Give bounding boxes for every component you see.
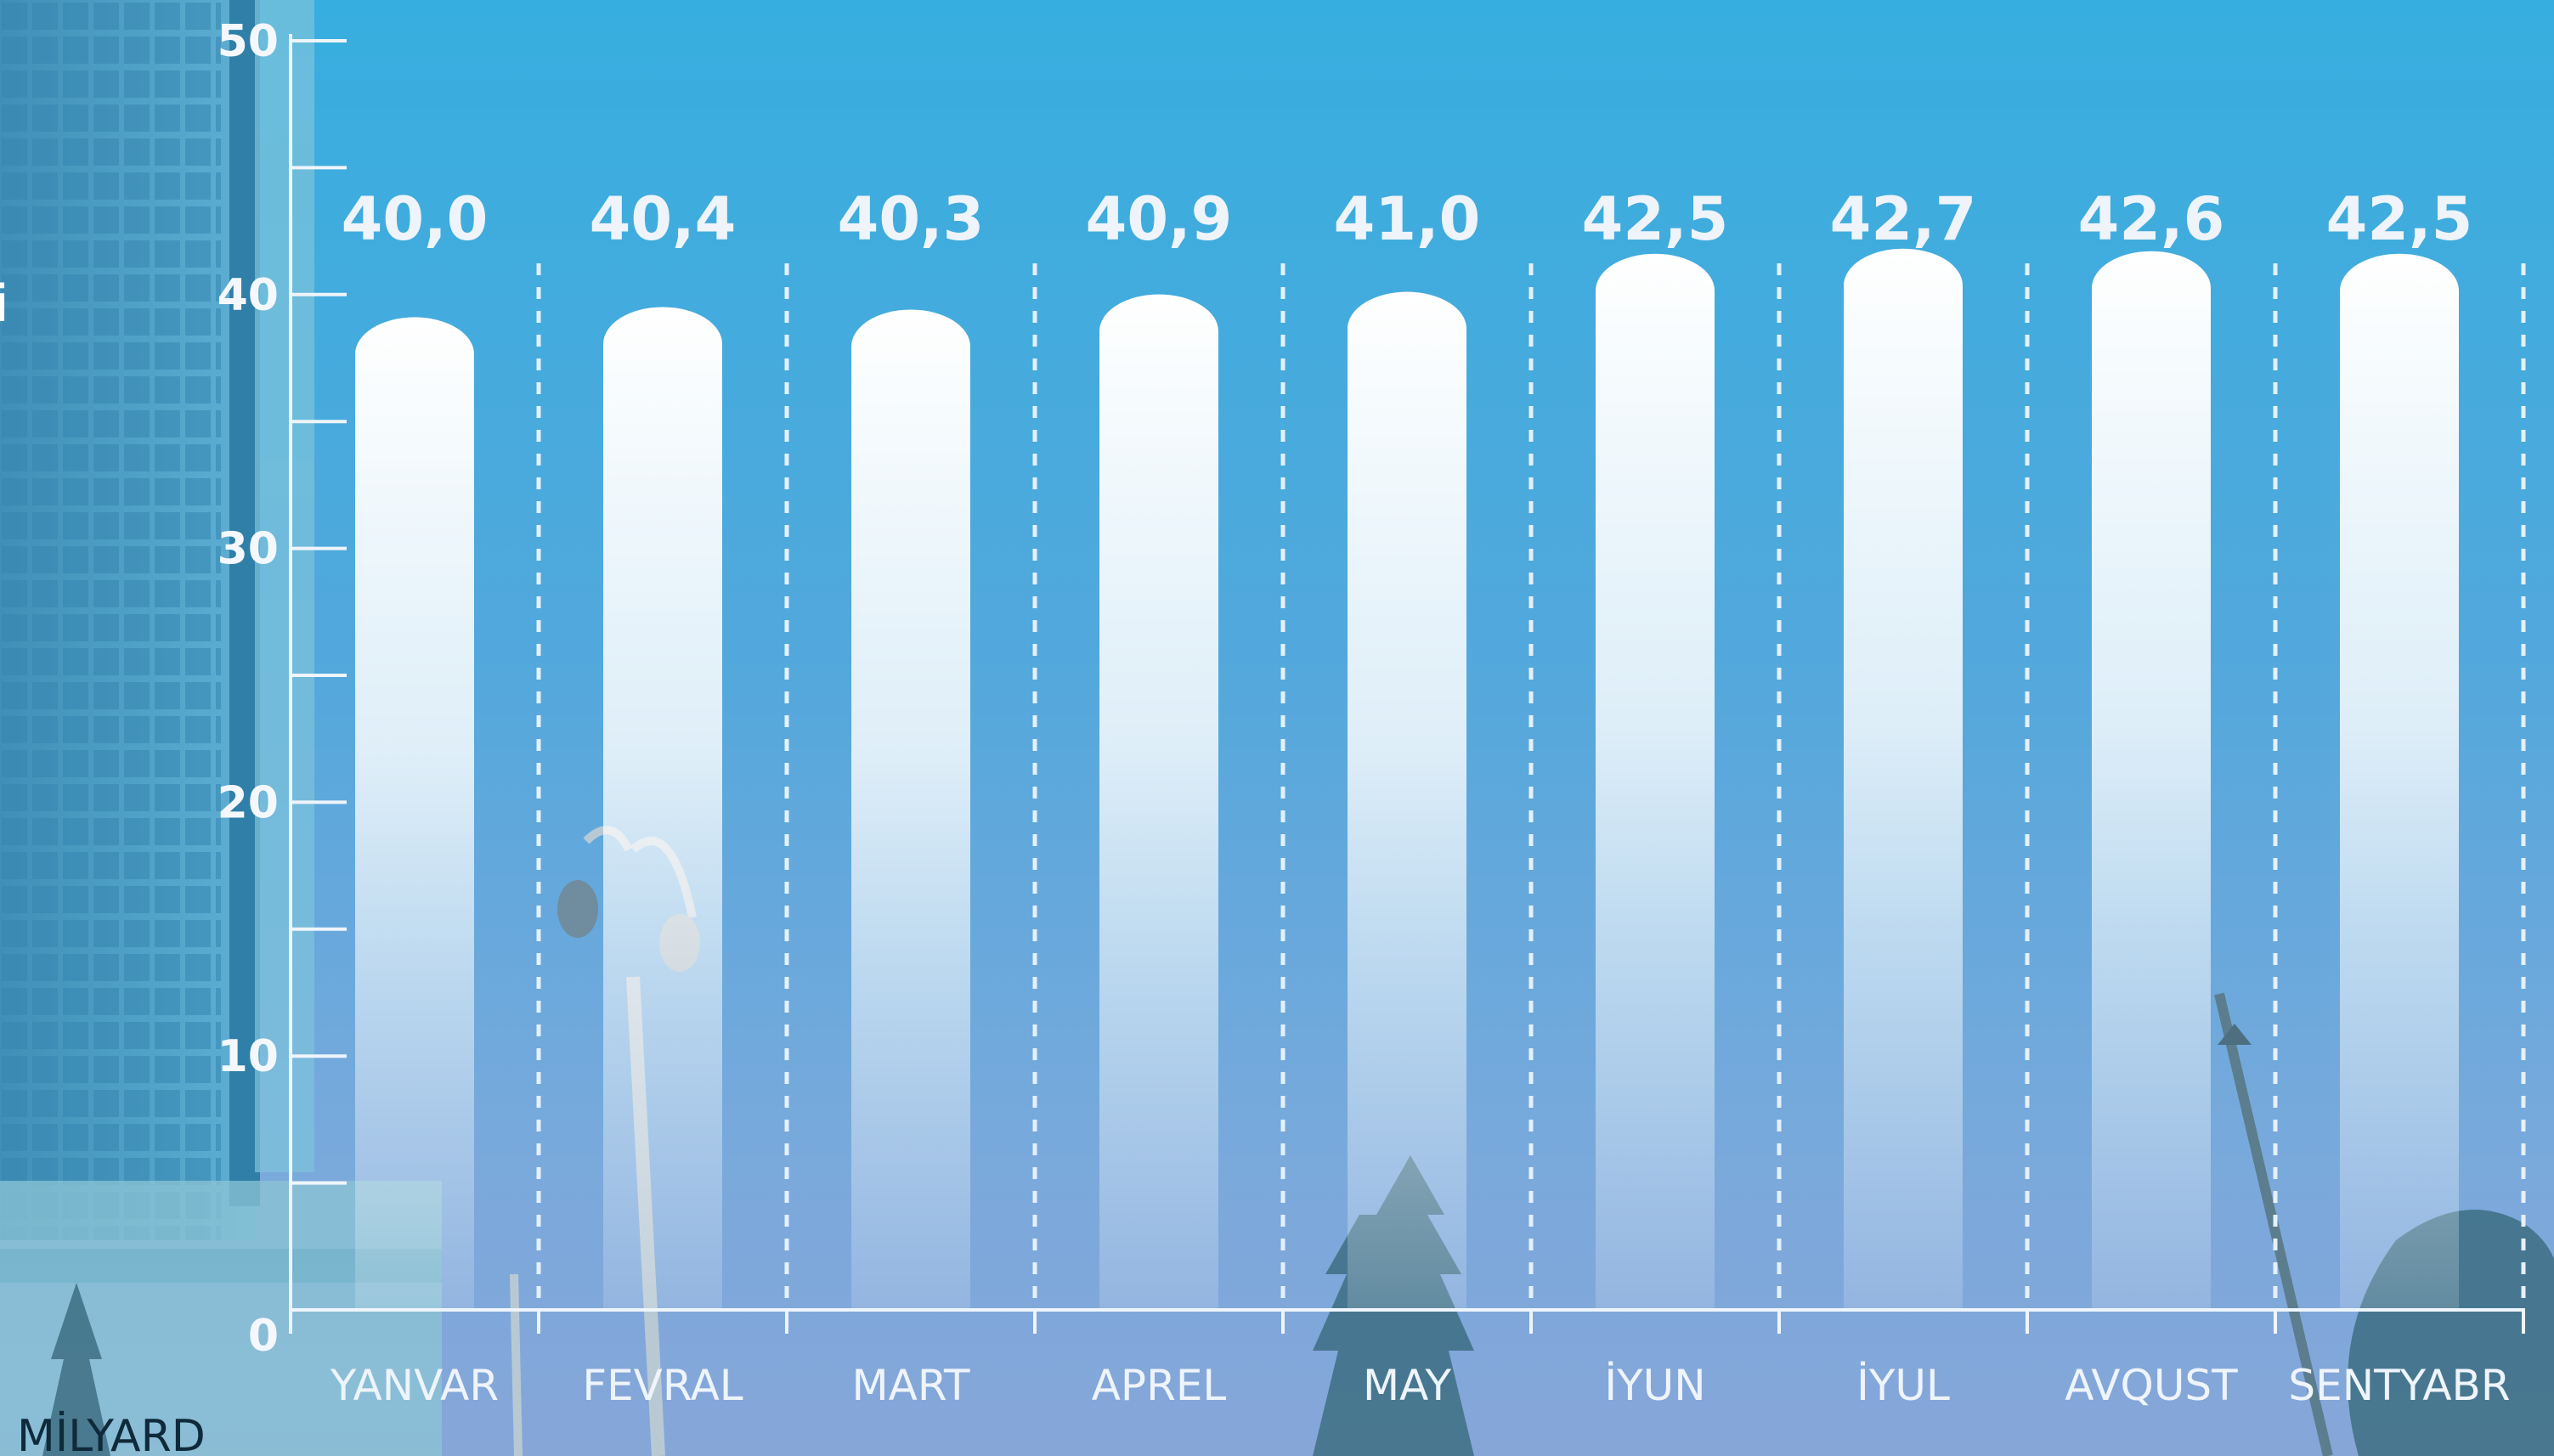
category-label-1: FEVRAL <box>582 1361 743 1410</box>
data-label-5: 42,5 <box>1582 184 1729 254</box>
category-label-5: İYUN <box>1604 1361 1705 1410</box>
category-label-4: MAY <box>1363 1361 1451 1410</box>
category-label-0: YANVAR <box>330 1361 499 1410</box>
grid-lines <box>536 263 2526 1310</box>
bars <box>355 248 2459 1311</box>
data-label-4: 41,0 <box>1334 184 1481 254</box>
data-label-6: 42,7 <box>1830 184 1977 254</box>
y-tick-label-30: 30 <box>218 524 279 575</box>
unit-label: MİLYARD <box>17 1410 206 1456</box>
y-tick-label-10: 10 <box>218 1031 279 1082</box>
bar-fevral <box>603 307 722 1310</box>
data-label-0: 40,0 <box>342 184 489 254</box>
bar-may <box>1348 291 1466 1310</box>
edge-text-fragment: i <box>0 274 9 334</box>
y-tick-label-50: 50 <box>218 16 279 67</box>
data-label-8: 42,5 <box>2326 184 2473 254</box>
data-label-7: 42,6 <box>2078 184 2225 254</box>
data-label-1: 40,4 <box>590 184 737 254</box>
data-label-3: 40,9 <box>1086 184 1233 254</box>
category-label-6: İYUL <box>1856 1361 1950 1410</box>
bar-avqust <box>2092 251 2211 1310</box>
bar-mart <box>851 309 970 1310</box>
category-label-2: MART <box>852 1361 970 1410</box>
bar-i̇yun <box>1596 253 1715 1311</box>
axes <box>289 34 2525 1334</box>
category-label-3: APREL <box>1092 1361 1227 1410</box>
category-label-7: AVQUST <box>2065 1361 2238 1410</box>
category-label-8: SENTYABR <box>2288 1361 2510 1410</box>
bar-yanvar <box>355 317 474 1310</box>
bar-i̇yul <box>1844 248 1963 1310</box>
bar-sentyabr <box>2340 253 2459 1311</box>
y-tick-label-40: 40 <box>218 270 279 321</box>
data-label-2: 40,3 <box>838 184 985 254</box>
y-tick-label-0: 0 <box>248 1311 279 1362</box>
bar-aprel <box>1099 294 1218 1311</box>
labels: 40,0 40,4 40,3 40,9 41,0 42,5 42,7 42,6 42,5 0 10 2… <box>218 16 2511 1410</box>
y-tick-label-20: 20 <box>218 777 279 828</box>
